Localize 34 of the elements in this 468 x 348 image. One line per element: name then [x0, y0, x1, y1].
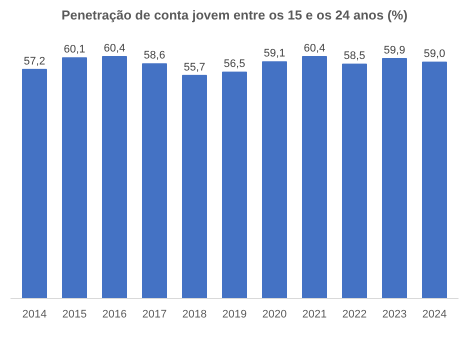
bar: [22, 68, 47, 298]
data-label: 60,4: [304, 42, 326, 55]
bar: [182, 74, 207, 298]
chart-title: Penetração de conta jovem entre os 15 e os 24 anos (%): [61, 8, 408, 22]
x-tick-label: 2018: [182, 308, 207, 320]
x-tick-label: 2022: [342, 308, 367, 320]
data-label: 56,5: [224, 58, 246, 70]
x-tick-label: 2020: [262, 308, 287, 320]
data-label: 59,0: [424, 48, 446, 60]
bar: [102, 56, 127, 298]
data-label: 55,7: [184, 61, 206, 74]
data-label: 60,1: [64, 44, 86, 56]
data-label: 59,9: [384, 44, 406, 57]
bar: [222, 72, 247, 298]
bar: [62, 57, 87, 298]
data-label: 58,6: [144, 50, 166, 62]
x-tick-label: 2024: [422, 308, 447, 320]
bar: [382, 58, 407, 298]
x-tick-label: 2019: [222, 308, 247, 320]
x-tick-label: 2023: [382, 308, 407, 320]
bar: [422, 62, 447, 298]
x-tick-label: 2015: [62, 308, 87, 320]
data-label: 57,2: [24, 55, 46, 68]
x-tick-label: 2017: [142, 308, 167, 320]
bar: [342, 64, 367, 298]
x-tick-label: 2016: [102, 308, 127, 320]
bar: [142, 63, 167, 298]
data-label: 59,1: [264, 48, 286, 60]
bar: [262, 61, 287, 298]
data-label: 60,4: [104, 42, 126, 55]
x-tick-label: 2014: [22, 308, 47, 320]
bar: [302, 56, 327, 298]
x-tick-label: 2021: [302, 308, 327, 320]
data-label: 58,5: [344, 50, 366, 62]
